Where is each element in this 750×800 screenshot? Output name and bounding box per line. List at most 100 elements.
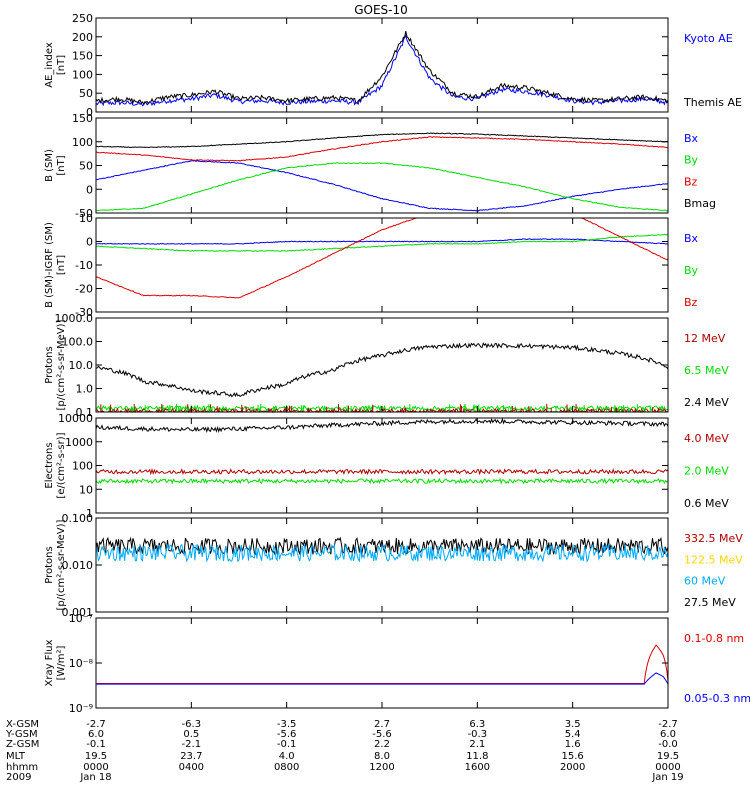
ephemeris-cell: 0.5 xyxy=(183,729,199,740)
y-tick-label: 1.0 xyxy=(76,383,94,396)
legend-entry: 4.0 MeV xyxy=(684,432,729,445)
y-tick-label: 0.010 xyxy=(62,559,94,572)
ephemeris-row-label: MLT xyxy=(6,751,26,762)
ephemeris-cell: 0400 xyxy=(179,762,204,773)
panel-frame xyxy=(95,217,669,313)
y-axis-label: Protons xyxy=(44,546,55,583)
legend-entry: Bz xyxy=(684,175,698,188)
y-tick-label: 250 xyxy=(72,12,93,25)
y-tick-label: -30 xyxy=(75,306,93,319)
legend-entry: Themis AE xyxy=(683,96,742,109)
ephemeris-cell: 11.8 xyxy=(466,751,488,762)
y-tick-label: -20 xyxy=(75,283,93,296)
ephemeris-cell: 2.1 xyxy=(469,739,485,750)
plot-title: GOES-10 xyxy=(354,3,408,17)
y-tick-label: 100 xyxy=(72,68,93,81)
ephemeris-cell: 6.0 xyxy=(88,729,104,740)
y-tick-label: 150 xyxy=(72,50,93,63)
y-tick-label: 0 xyxy=(86,106,93,119)
series-line-4-0-mev xyxy=(95,467,669,476)
ephemeris-cell: 1200 xyxy=(369,762,394,773)
ephemeris-cell: 0800 xyxy=(274,762,299,773)
ephemeris-cell: 19.5 xyxy=(85,751,107,762)
ephemeris-cell: -2.7 xyxy=(86,719,106,730)
legend-entry: By xyxy=(684,154,699,167)
y-axis-label: Electrons xyxy=(44,442,55,488)
y-tick-label: 10 xyxy=(79,212,93,225)
legend-entry: Kyoto AE xyxy=(684,32,733,45)
ephemeris-cell: -0.0 xyxy=(658,739,678,750)
y-tick-label: 100 xyxy=(72,136,93,149)
ephemeris-cell: Jan 19 xyxy=(651,772,683,783)
y-axis-label: Protons xyxy=(44,346,55,383)
ephemeris-row-label: X-GSM xyxy=(6,719,39,730)
y-tick-label: 1000.0 xyxy=(55,312,94,325)
panel-6: 0.001 0.010 0.100 Protons [p/(cm²-s-sr-MeV)]… xyxy=(44,512,743,619)
y-tick-label: 0 xyxy=(86,236,93,249)
y-axis-label: [p/(cm²-s-sr-MeV)] xyxy=(56,319,67,410)
legend-entry: 27.5 MeV xyxy=(684,596,736,609)
y-tick-label: 200 xyxy=(72,31,93,44)
ephemeris-cell: -6.3 xyxy=(182,719,202,730)
y-tick-label: -50 xyxy=(75,207,93,220)
y-tick-label: 150 xyxy=(72,112,93,125)
ephemeris-cell: 4.0 xyxy=(279,751,295,762)
series-line-by xyxy=(96,162,669,212)
legend-entry: Bz xyxy=(684,296,698,309)
y-tick-label: 10.0 xyxy=(69,359,94,372)
legend-entry: 0.1-0.8 nm xyxy=(684,632,744,645)
ephemeris-cell: 5.4 xyxy=(565,729,581,740)
y-axis-label: [nT] xyxy=(56,155,67,175)
panel-frame xyxy=(95,617,669,709)
series-line-0-1-0-8-nm xyxy=(96,644,669,684)
y-axis-label: AE_index xyxy=(44,42,55,88)
ephemeris-cell: 1600 xyxy=(465,762,490,773)
series-line-0-05-0-3-nm xyxy=(96,672,669,685)
ephemeris-cell: 2.7 xyxy=(374,719,390,730)
ephemeris-cell: -2.7 xyxy=(658,719,678,730)
series-line-bz xyxy=(95,217,669,299)
ephemeris-cell: -0.1 xyxy=(86,739,106,750)
panel-4: 0.1 1.0 10.0 100.0 1000.0 Protons [p/(cm²-s-sr… xyxy=(44,312,729,419)
ephemeris-cell: 0000 xyxy=(83,762,108,773)
panel-2: -50 0 50 100 150 B (SM) [nT] Bx By Bz Bmag xyxy=(44,112,716,220)
ephemeris-row-label: hhmm xyxy=(6,762,38,773)
y-axis-label: Xray Flux xyxy=(44,639,55,686)
legend-entry: 60 MeV xyxy=(684,575,726,588)
series-line-kyoto-ae xyxy=(95,34,669,107)
legend-entry: 2.4 MeV xyxy=(684,396,729,409)
series-line-themis-ae xyxy=(95,30,669,106)
y-tick-label: 1000 xyxy=(65,436,93,449)
series-line-bx xyxy=(95,238,669,245)
series-line-bx xyxy=(96,160,669,212)
series-line-60-mev xyxy=(95,543,669,563)
legend-entry: 0.6 MeV xyxy=(684,497,729,510)
legend-entry: 12 MeV xyxy=(684,332,726,345)
ephemeris-cell: -5.6 xyxy=(277,729,297,740)
ephemeris-cell: 0000 xyxy=(655,762,680,773)
ephemeris-cell: 15.6 xyxy=(562,751,584,762)
y-tick-label: 100.0 xyxy=(62,336,94,349)
ephemeris-cell: 6.0 xyxy=(660,729,676,740)
ephemeris-cell: -0.3 xyxy=(468,729,488,740)
y-tick-label: 0.001 xyxy=(62,606,94,619)
ephemeris-row-label: 2009 xyxy=(6,772,31,783)
y-tick-label: 50 xyxy=(79,87,93,100)
series-line-by xyxy=(95,233,669,252)
y-tick-label: 10⁻⁷ xyxy=(69,612,93,625)
y-axis-label: B (SM)-IGRF (SM) xyxy=(44,222,55,308)
ephemeris-cell: 8.0 xyxy=(374,751,390,762)
y-axis-label: [e/(cm²-s-sr)] xyxy=(56,432,67,498)
legend-entry: 6.5 MeV xyxy=(684,364,729,377)
legend-entry: 332.5 MeV xyxy=(684,532,743,545)
ephemeris-cell: 6.3 xyxy=(469,719,485,730)
y-axis-label: [nT] xyxy=(56,55,67,75)
ephemeris-cell: 1.6 xyxy=(565,739,581,750)
panel-3: -30 -20 -10 0 10 B (SM)-IGRF (SM) [nT] Bx By Bz xyxy=(44,212,699,319)
ephemeris-cell: 19.5 xyxy=(657,751,679,762)
legend-entry: 0.05-0.3 nm xyxy=(684,692,750,705)
y-tick-label: 1 xyxy=(86,507,93,520)
panel-7: 10⁻⁹ 10⁻⁸ 10⁻⁷ Xray Flux [W/m²] 0.1-0.8 nm 0.0… xyxy=(44,612,750,715)
